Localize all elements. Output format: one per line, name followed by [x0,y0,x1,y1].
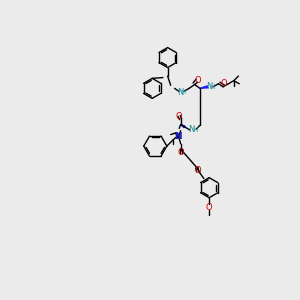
Text: O: O [220,79,227,88]
Text: H: H [192,127,197,133]
Text: N: N [177,88,183,97]
Polygon shape [181,124,185,128]
Text: O: O [206,203,212,212]
Text: O: O [177,148,184,157]
Text: N: N [188,125,195,134]
Text: N: N [175,132,182,141]
Text: O: O [176,112,182,121]
Text: O: O [194,76,201,85]
Text: H: H [210,84,215,90]
Text: O: O [194,166,201,175]
Text: N: N [206,82,212,91]
Polygon shape [200,86,208,88]
Text: H: H [180,89,186,95]
